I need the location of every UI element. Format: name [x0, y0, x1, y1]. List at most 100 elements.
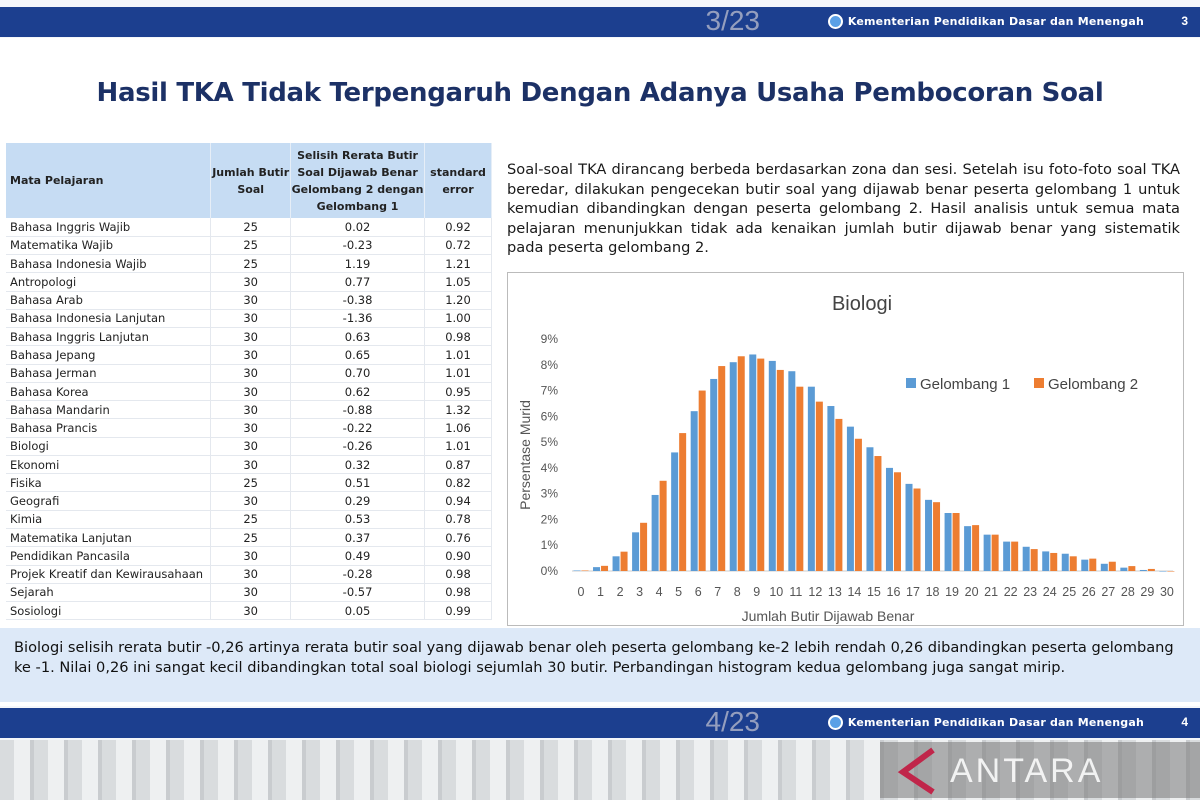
table-row: Projek Kreatif dan Kewirausahaan 30 -0.28 0… [6, 565, 493, 584]
table-header-row: Mata Pelajaran Jumlah Butir Soal Selisih R… [6, 143, 493, 218]
x-axis-label: Jumlah Butir Dijawab Benar [742, 608, 915, 624]
bar-gelombang-1 [573, 570, 581, 571]
table-cell: 1.32 [424, 400, 493, 420]
bar-gelombang-2 [991, 534, 999, 571]
bar-gelombang-2 [933, 502, 941, 571]
table-cell: 0.65 [290, 345, 425, 365]
table-cell: 0.72 [424, 236, 493, 256]
ministry-label: Kementerian Pendidikan Dasar dan Menenga… [847, 15, 1144, 28]
table-row: Ekonomi 30 0.32 0.87 [6, 455, 493, 475]
table-row: Bahasa Jepang 30 0.65 1.01 [6, 345, 493, 365]
table-cell: 30 [210, 455, 292, 475]
table-cell: 0.32 [290, 455, 425, 475]
bar-gelombang-1 [651, 494, 659, 571]
table-row: Bahasa Indonesia Wajib 25 1.19 1.21 [6, 254, 493, 274]
x-tick-label: 14 [847, 585, 861, 599]
table-cell: 0.92 [424, 218, 493, 237]
x-tick-label: 26 [1082, 585, 1096, 599]
page-number: 3 [1181, 14, 1188, 28]
bar-gelombang-1 [1061, 553, 1069, 571]
table-cell: 0.76 [424, 528, 493, 548]
x-tick-label: 11 [789, 585, 802, 599]
table-row: Bahasa Mandarin 30 -0.88 1.32 [6, 400, 493, 420]
table-cell: 1.19 [290, 254, 425, 274]
table-cell: 1.01 [424, 345, 493, 365]
bar-gelombang-2 [737, 356, 745, 571]
table-cell: 0.98 [424, 583, 493, 603]
table-cell: Kimia [6, 510, 212, 530]
y-tick-label: 3% [541, 487, 559, 501]
bar-gelombang-1 [671, 452, 679, 571]
bottom-header-bar: 4/23 Kementerian Pendidikan Dasar dan Me… [0, 706, 1200, 738]
table-cell: 30 [210, 565, 292, 584]
bar-gelombang-2 [874, 456, 882, 571]
table-cell: 0.37 [290, 528, 425, 548]
table-row: Biologi 30 -0.26 1.01 [6, 437, 493, 456]
legend-swatch [1034, 378, 1044, 388]
table-cell: 0.51 [290, 473, 425, 493]
table-cell: 0.29 [290, 491, 425, 511]
x-tick-label: 0 [578, 585, 585, 599]
bar-gelombang-2 [757, 358, 765, 571]
y-tick-label: 2% [541, 512, 559, 526]
x-tick-label: 6 [695, 585, 702, 599]
bar-gelombang-1 [612, 556, 620, 571]
table-cell: 0.62 [290, 382, 425, 402]
table-row: Sosiologi 30 0.05 0.99 [6, 601, 493, 621]
bar-gelombang-2 [581, 570, 589, 571]
x-tick-label: 22 [1004, 585, 1018, 599]
table-cell: Geografi [6, 491, 212, 511]
bar-gelombang-1 [690, 411, 698, 571]
table-row: Matematika Lanjutan 25 0.37 0.76 [6, 528, 493, 548]
table-cell: Sejarah [6, 583, 212, 603]
bar-gelombang-2 [952, 513, 960, 571]
antara-watermark: ANTARA [880, 742, 1200, 798]
bar-gelombang-1 [1042, 551, 1050, 571]
page-overlay-next: 4/23 [705, 706, 761, 737]
table-cell: 0.78 [424, 510, 493, 530]
ministry-logo-icon [827, 715, 843, 730]
y-tick-label: 4% [541, 461, 559, 475]
x-tick-label: 4 [656, 585, 663, 599]
bar-gelombang-2 [1050, 552, 1058, 571]
column-header: Mata Pelajaran [6, 143, 212, 218]
bar-gelombang-1 [846, 426, 854, 571]
y-tick-label: 0% [541, 564, 559, 578]
table-cell: 1.00 [424, 309, 493, 329]
x-tick-label: 10 [769, 585, 783, 599]
table-cell: 0.95 [424, 382, 493, 402]
table-row: Bahasa Inggris Lanjutan 30 0.63 0.98 [6, 327, 493, 347]
table-cell: 30 [210, 437, 292, 456]
x-tick-label: 3 [636, 585, 643, 599]
legend-swatch [906, 378, 916, 388]
x-tick-label: 29 [1140, 585, 1154, 599]
table-cell: 1.05 [424, 272, 493, 292]
column-header: Selisih Rerata Butir Soal Dijawab Benar … [290, 143, 425, 218]
bar-gelombang-1 [1159, 571, 1167, 572]
bar-gelombang-2 [893, 472, 901, 571]
x-tick-label: 25 [1062, 585, 1076, 599]
table-cell: Bahasa Mandarin [6, 400, 212, 420]
y-tick-label: 9% [541, 332, 559, 346]
x-tick-label: 1 [597, 585, 604, 599]
table-cell: Bahasa Indonesia Lanjutan [6, 309, 212, 329]
table-cell: Bahasa Korea [6, 382, 212, 402]
bar-gelombang-2 [972, 525, 980, 571]
x-tick-label: 12 [808, 585, 822, 599]
bar-gelombang-2 [718, 366, 726, 571]
table-cell: 25 [210, 236, 292, 256]
page-overlay: 3/23 [705, 5, 761, 36]
table-cell: Bahasa Prancis [6, 418, 212, 438]
page-number-next: 4 [1181, 715, 1188, 729]
table-row: Bahasa Inggris Wajib 25 0.02 0.92 [6, 218, 493, 237]
bar-gelombang-1 [1100, 563, 1108, 571]
bar-gelombang-1 [729, 362, 737, 571]
x-tick-label: 23 [1023, 585, 1037, 599]
table-cell: 0.49 [290, 546, 425, 566]
table-cell: Matematika Wajib [6, 236, 212, 256]
antara-logo-icon [897, 747, 935, 795]
ministry-name: Kementerian Pendidikan Dasar dan Menenga… [827, 14, 1144, 29]
table-cell: 30 [210, 491, 292, 511]
table-cell: 30 [210, 382, 292, 402]
table-cell: 0.53 [290, 510, 425, 530]
